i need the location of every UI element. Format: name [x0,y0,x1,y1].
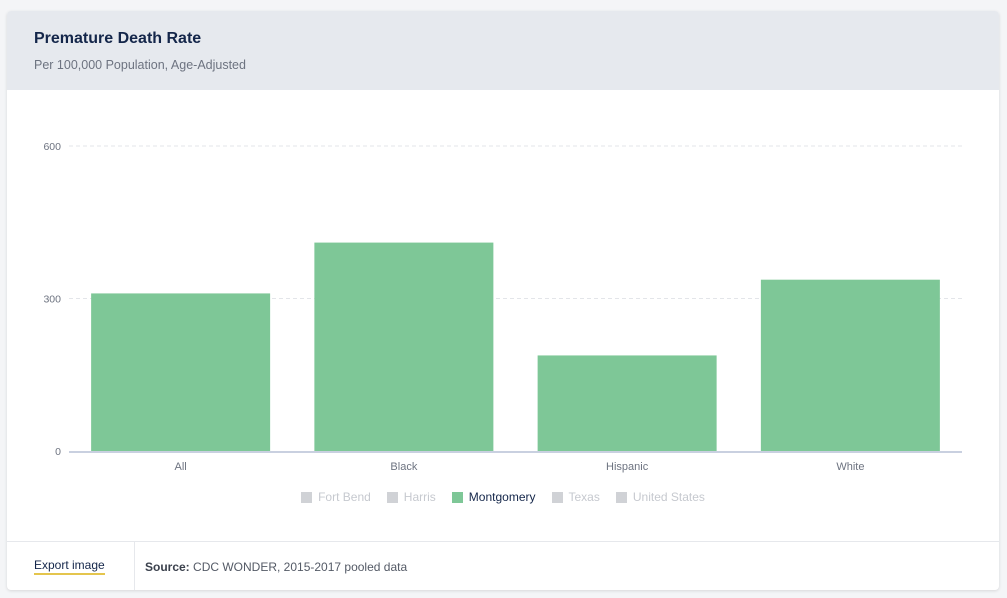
bar-white [760,279,940,451]
legend-label: Montgomery [468,490,536,504]
x-tick-label: Hispanic [606,461,649,473]
export-image-link[interactable]: Export image [34,558,105,575]
chart-subtitle: Per 100,000 Population, Age-Adjusted [34,58,246,72]
legend: Fort Bend Harris Montgomery Texas United Sta… [7,490,999,504]
x-tick-label: White [836,461,864,473]
legend-swatch [386,491,398,503]
source-text: CDC WONDER, 2015-2017 pooled data [189,559,408,574]
legend-item-harris[interactable]: Harris [386,490,436,504]
legend-label: Texas [568,490,600,504]
legend-swatch [451,491,463,503]
legend-label: Harris [403,490,436,504]
y-tick-label: 0 [55,446,61,458]
legend-swatch [615,491,627,503]
y-tick-label: 600 [43,141,61,153]
y-tick-label: 300 [43,294,61,306]
legend-item-united-states[interactable]: United States [615,490,705,504]
card-header: Premature Death Rate Per 100,000 Populat… [7,11,999,90]
bar-chart: 0 300 600 All Black Hispanic White [43,141,962,473]
chart-title: Premature Death Rate [34,30,202,47]
x-tick-label: Black [390,461,417,473]
bar-black [314,242,494,451]
legend-swatch [301,491,313,503]
legend-item-fort-bend[interactable]: Fort Bend [301,490,371,504]
x-tick-label: All [175,461,187,473]
chart-area: 0 300 600 All Black Hispanic White Fort Bend Ha… [7,90,999,542]
legend-label: Fort Bend [318,490,371,504]
chart-card: Premature Death Rate Per 100,000 Populat… [7,11,999,590]
card-footer: Export image Source: CDC WONDER, 2015-20… [7,541,999,590]
bar-all [91,293,271,451]
source-note: Source: CDC WONDER, 2015-2017 pooled dat… [135,560,407,574]
bar-hispanic [537,355,717,451]
legend-item-montgomery[interactable]: Montgomery [451,490,536,504]
legend-item-texas[interactable]: Texas [551,490,600,504]
export-cell: Export image [7,542,135,590]
legend-label: United States [632,490,705,504]
legend-swatch [551,491,563,503]
source-label: Source: [145,559,190,574]
